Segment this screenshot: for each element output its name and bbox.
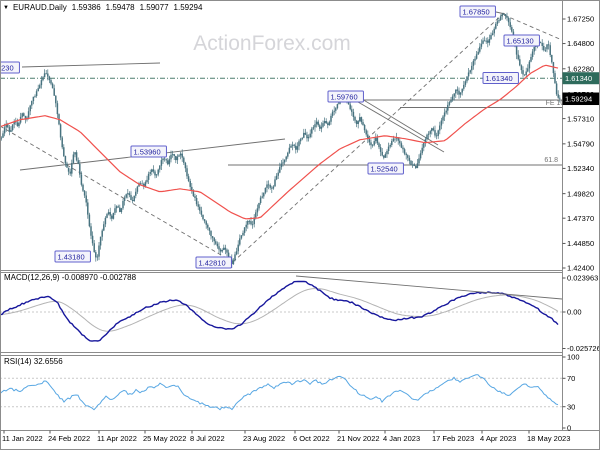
price-axis-tick: 1.64800 <box>567 39 594 48</box>
price-axis-tick: 100 <box>567 353 580 362</box>
price-axis-tick: 70 <box>567 374 575 383</box>
price-axis-tick: 1.44850 <box>567 239 594 248</box>
price-level-label-box[interactable] <box>482 72 519 84</box>
price-level-label: 1.42810 <box>199 258 226 267</box>
macd-line <box>0 280 559 342</box>
price-axis-background <box>562 0 600 430</box>
dashed-trendline[interactable] <box>503 14 563 41</box>
date-axis-label: 11 Jan 2022 <box>2 434 43 443</box>
date-axis-label: 25 May 2022 <box>143 434 186 443</box>
date-axis-label: 4 Jan 2023 <box>383 434 420 443</box>
date-axis-label: 4 Apr 2023 <box>480 434 516 443</box>
price-axis-tick: 0.00 <box>567 308 582 317</box>
price-axis-tick: 30 <box>567 402 575 411</box>
price-level-label-box[interactable] <box>54 250 91 263</box>
price-level-label-box[interactable] <box>459 5 496 18</box>
current-price-box <box>562 92 600 106</box>
price-level-label: 1.67850 <box>463 7 490 16</box>
price-level-label-box[interactable] <box>367 162 404 175</box>
price-level-label-box[interactable] <box>503 34 540 47</box>
price-axis-tick: 1.42400 <box>567 264 594 273</box>
price-level-label: 1.59760 <box>331 92 358 101</box>
watermark: ActionForex.com <box>193 32 351 55</box>
key-level-price-box <box>562 72 600 85</box>
price-axis-tick: 1.54790 <box>567 140 594 149</box>
price-level-label: 1.61340 <box>486 74 513 83</box>
price-axis-tick: 1.49820 <box>567 189 594 198</box>
price-axis-tick: -0.025726 <box>567 344 600 353</box>
dashed-trendline[interactable] <box>0 125 234 263</box>
price-axis-tick: 0 <box>567 424 571 433</box>
price-level-label-box[interactable] <box>130 145 167 158</box>
price-axis-tick: 0.023963 <box>567 274 598 283</box>
macd-trendline[interactable] <box>295 275 563 300</box>
fib-level-label: 61.8 <box>544 157 558 164</box>
candlestick-bodies <box>0 14 561 265</box>
fib-level-label: FE 100.0 <box>546 100 575 107</box>
price-level-label-box[interactable] <box>327 90 364 103</box>
trendline[interactable] <box>351 92 439 146</box>
date-axis-label: 17 Feb 2023 <box>432 434 474 443</box>
date-axis-label: 8 Jul 2022 <box>190 434 225 443</box>
price-level-label-box[interactable] <box>0 61 20 74</box>
price-axis-tick: 1.67250 <box>567 15 594 24</box>
price-level-label: 1.65130 <box>507 36 534 45</box>
date-axis-label: 24 Feb 2022 <box>48 434 90 443</box>
trendline[interactable] <box>357 101 445 153</box>
moving-average-line <box>0 64 559 220</box>
date-axis-label: 11 Apr 2022 <box>97 434 137 443</box>
key-level-price-text: 1.61340 <box>565 74 592 83</box>
macd-signal-line <box>0 287 559 332</box>
price-axis-tick: 1.52340 <box>567 164 594 173</box>
trendline[interactable] <box>21 62 161 68</box>
price-level-label: 1.52540 <box>371 164 398 173</box>
price-axis-tick: 1.62280 <box>567 65 594 74</box>
price-axis-tick: 1.57310 <box>567 114 594 123</box>
price-level-label: 1.43180 <box>58 252 85 261</box>
date-axis-background <box>0 431 600 450</box>
current-price-text: 1.59294 <box>565 94 592 103</box>
price-level-label: 1.62230 <box>0 63 14 72</box>
rsi-line <box>0 374 559 411</box>
price-level-label: 1.53960 <box>134 147 161 156</box>
date-axis-label: 21 Nov 2022 <box>337 434 380 443</box>
date-axis-label: 18 May 2023 <box>527 434 570 443</box>
date-axis-label: 6 Oct 2022 <box>293 434 330 443</box>
price-axis-tick: 1.47370 <box>567 214 594 223</box>
price-level-label-box[interactable] <box>195 256 232 269</box>
date-axis-label: 23 Aug 2022 <box>243 434 285 443</box>
